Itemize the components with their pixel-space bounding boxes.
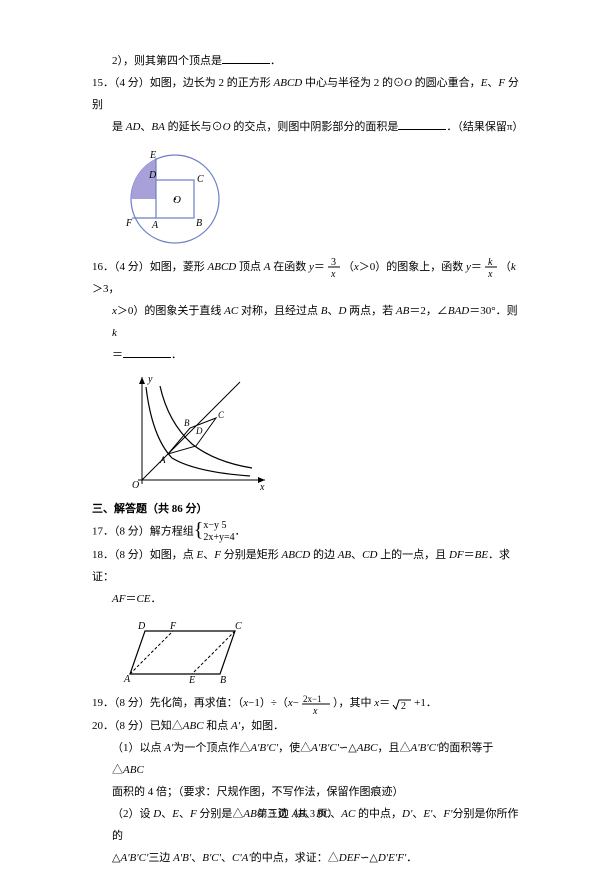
svg-text:F: F <box>169 621 177 632</box>
blank <box>222 51 270 64</box>
svg-text:3: 3 <box>331 257 336 268</box>
blank <box>398 117 446 130</box>
q18-line1: 18．（8 分）如图，点 E、F 分别是矩形 ABCD 的边 AB、CD 上的一… <box>92 544 525 588</box>
q20-line1: 20．（8 分）已知△ABC 和点 A'，如图． <box>92 715 525 737</box>
svg-text:O: O <box>173 194 181 206</box>
fraction: 3x <box>327 256 341 278</box>
svg-text:B: B <box>184 418 190 428</box>
svg-text:A: A <box>159 455 166 465</box>
svg-text:E: E <box>188 675 195 686</box>
svg-text:C: C <box>235 621 242 632</box>
fraction: 2x−1 x <box>301 693 331 715</box>
sqrt-icon: 2 <box>392 697 412 711</box>
svg-text:y: y <box>147 374 153 385</box>
svg-text:B: B <box>196 218 202 229</box>
svg-text:C: C <box>197 174 204 185</box>
svg-text:2: 2 <box>401 701 406 711</box>
q20-sub1-line1: （1）以点 A'为一个顶点作△A'B'C'，使△A'B'C'∽△ABC，且△A'… <box>92 737 525 781</box>
page: 2），则其第四个顶点是． 15．（4 分）如图，边长为 2 的正方形 ABCD … <box>0 0 595 842</box>
svg-text:B: B <box>220 675 226 686</box>
svg-text:2x−1: 2x−1 <box>303 694 322 704</box>
svg-text:D: D <box>148 170 157 181</box>
q15-line2: 是 AD、BA 的延长与⊙O 的交点，则图中阴影部分的面积是．（结果保留π） <box>92 116 525 138</box>
fraction: kx <box>484 256 498 278</box>
blank <box>123 345 171 358</box>
svg-text:x: x <box>312 706 318 715</box>
svg-text:x: x <box>487 269 493 278</box>
q20-sub2-line2: △A'B'C'三边 A'B'、B'C'、C'A'的中点，求证：△DEF∽△D'E… <box>92 847 525 869</box>
svg-text:x: x <box>330 269 336 278</box>
svg-text:E: E <box>149 150 156 161</box>
q14-tail: 2），则其第四个顶点是． <box>92 50 525 72</box>
section-3-title: 三、解答题（共 86 分） <box>92 498 525 520</box>
q18-line2: AF＝CE． <box>92 588 525 610</box>
svg-text:C: C <box>218 410 225 420</box>
svg-text:k: k <box>488 257 493 268</box>
svg-text:D: D <box>137 621 146 632</box>
q20-sub1-line2: 面积的 4 倍；（要求：尺规作图，不写作法，保留作图痕迹） <box>92 781 525 803</box>
q19: 19．（8 分）先化简，再求值：（x−1）÷（x−2x−1x），其中 x＝2+1… <box>92 692 525 714</box>
svg-text:F: F <box>125 218 133 229</box>
svg-text:A: A <box>123 674 131 685</box>
q16-line2: x＞0）的图象关于直线 AC 对称，且经过点 B、D 两点，若 AB＝2，∠BA… <box>92 300 525 344</box>
q17: 17．（8 分）解方程组{x−y 52x+y=4． <box>92 520 525 544</box>
figure-16: y x O A B C D <box>120 372 525 492</box>
svg-text:D: D <box>195 426 203 436</box>
q15-line1: 15．（4 分）如图，边长为 2 的正方形 ABCD 中心与半径为 2 的⊙O … <box>92 72 525 116</box>
page-footer: 第 3 页（共 3 页） <box>0 805 595 820</box>
q16-line1: 16．（4 分）如图，菱形 ABCD 顶点 A 在函数 y＝3x（x＞0）的图象… <box>92 256 525 300</box>
svg-text:A: A <box>151 220 159 231</box>
q16-line3: ＝． <box>92 344 525 366</box>
figure-15: E D C O F A B <box>120 144 525 250</box>
svg-text:O: O <box>132 480 139 491</box>
figure-18: D F C A E B <box>120 616 525 686</box>
svg-text:x: x <box>259 482 265 492</box>
